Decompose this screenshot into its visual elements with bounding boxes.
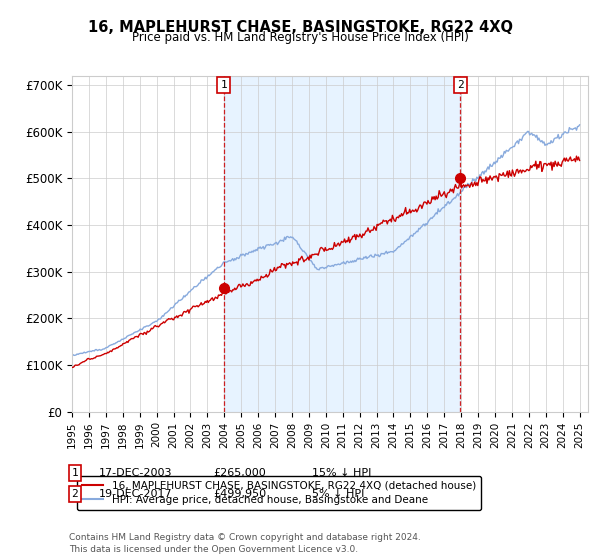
Text: 5% ↓ HPI: 5% ↓ HPI	[312, 489, 364, 499]
Text: 17-DEC-2003: 17-DEC-2003	[99, 468, 173, 478]
Text: £265,000: £265,000	[213, 468, 266, 478]
Text: 1: 1	[71, 468, 79, 478]
Text: 15% ↓ HPI: 15% ↓ HPI	[312, 468, 371, 478]
Text: 1: 1	[220, 80, 227, 90]
Text: Price paid vs. HM Land Registry's House Price Index (HPI): Price paid vs. HM Land Registry's House …	[131, 31, 469, 44]
Text: 2: 2	[457, 80, 464, 90]
Text: 19-DEC-2017: 19-DEC-2017	[99, 489, 173, 499]
Text: 2: 2	[71, 489, 79, 499]
Text: £499,950: £499,950	[213, 489, 266, 499]
Bar	[224, 76, 460, 412]
Legend: 16, MAPLEHURST CHASE, BASINGSTOKE, RG22 4XQ (detached house), HPI: Average price: 16, MAPLEHURST CHASE, BASINGSTOKE, RG22 …	[77, 475, 481, 510]
Text: 16, MAPLEHURST CHASE, BASINGSTOKE, RG22 4XQ: 16, MAPLEHURST CHASE, BASINGSTOKE, RG22 …	[88, 20, 512, 35]
Text: Contains HM Land Registry data © Crown copyright and database right 2024.
This d: Contains HM Land Registry data © Crown c…	[69, 533, 421, 554]
